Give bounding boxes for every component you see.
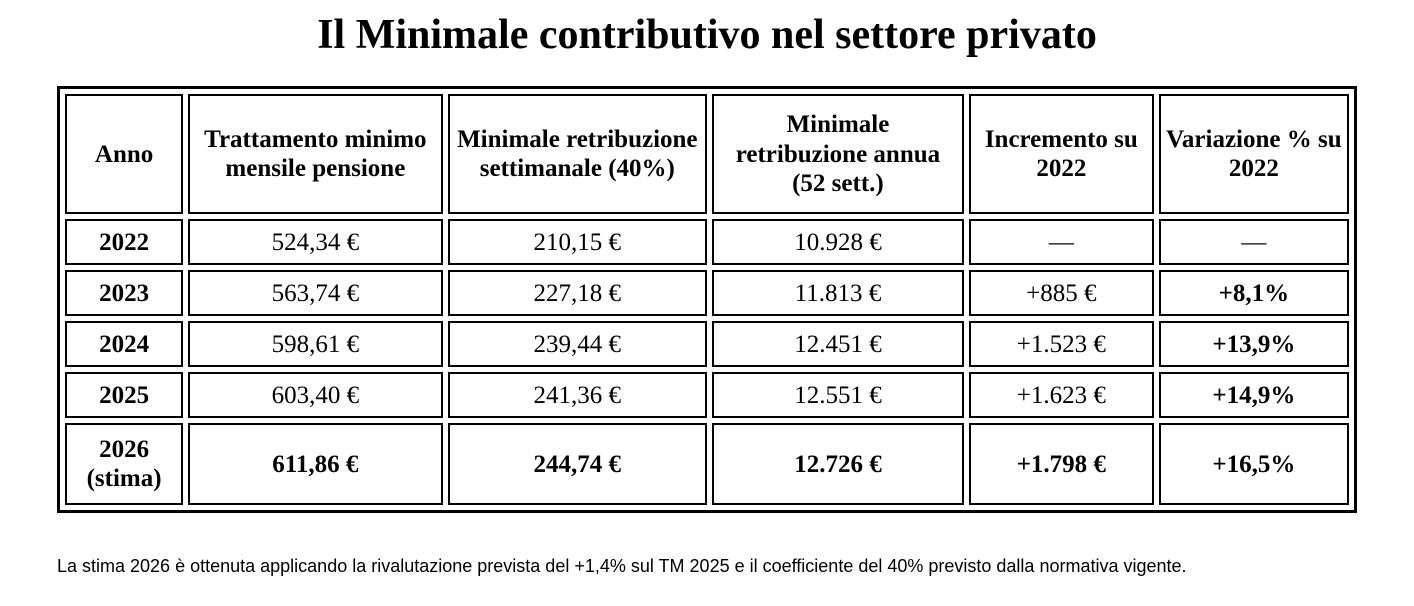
cell-min-annua: 12.451 €: [712, 321, 964, 368]
cell-min-annua: 12.551 €: [712, 372, 964, 419]
cell-min-settimanale: 210,15 €: [447, 219, 708, 266]
cell-min-annua: 10.928 €: [712, 219, 964, 266]
col-header-anno: Anno: [65, 94, 184, 215]
col-header-minimale-settimanale: Minimale retribuzione settimanale (40%): [447, 94, 708, 215]
cell-min-annua: 12.726 €: [712, 423, 964, 506]
cell-variazione: +13,9%: [1158, 321, 1349, 368]
contribution-minimum-table: Anno Trattamento minimo mensile pensione…: [57, 86, 1357, 514]
cell-min-settimanale: 244,74 €: [447, 423, 708, 506]
cell-tm-mensile: 563,74 €: [188, 270, 443, 317]
cell-min-settimanale: 241,36 €: [447, 372, 708, 419]
table-row-2026-stima: 2026 (stima) 611,86 € 244,74 € 12.726 € …: [65, 423, 1349, 506]
col-header-minimale-annua: Minimale retribuzione annua (52 sett.): [712, 94, 964, 215]
cell-tm-mensile: 524,34 €: [188, 219, 443, 266]
cell-incremento: +1.798 €: [968, 423, 1154, 506]
cell-anno: 2022: [65, 219, 184, 266]
cell-incremento: +1.523 €: [968, 321, 1154, 368]
table-row-2025: 2025 603,40 € 241,36 € 12.551 € +1.623 €…: [65, 372, 1349, 419]
cell-anno: 2023: [65, 270, 184, 317]
col-header-trattamento-minimo: Trattamento minimo mensile pensione: [188, 94, 443, 215]
cell-incremento: +1.623 €: [968, 372, 1154, 419]
footnote: La stima 2026 è ottenuta applicando la r…: [57, 556, 1187, 577]
col-header-incremento: Incremento su 2022: [968, 94, 1154, 215]
header-row: Anno Trattamento minimo mensile pensione…: [65, 94, 1349, 215]
cell-min-settimanale: 227,18 €: [447, 270, 708, 317]
page-title: Il Minimale contributivo nel settore pri…: [317, 12, 1097, 58]
cell-tm-mensile: 598,61 €: [188, 321, 443, 368]
cell-min-settimanale: 239,44 €: [447, 321, 708, 368]
col-header-variazione: Variazione % su 2022: [1158, 94, 1349, 215]
cell-variazione: —: [1158, 219, 1349, 266]
cell-variazione: +8,1%: [1158, 270, 1349, 317]
cell-min-annua: 11.813 €: [712, 270, 964, 317]
table-row-2024: 2024 598,61 € 239,44 € 12.451 € +1.523 €…: [65, 321, 1349, 368]
cell-anno: 2024: [65, 321, 184, 368]
cell-anno: 2026 (stima): [65, 423, 184, 506]
cell-tm-mensile: 611,86 €: [188, 423, 443, 506]
cell-incremento: +885 €: [968, 270, 1154, 317]
cell-incremento: —: [968, 219, 1154, 266]
cell-variazione: +14,9%: [1158, 372, 1349, 419]
page: Il Minimale contributivo nel settore pri…: [0, 10, 1414, 606]
cell-variazione: +16,5%: [1158, 423, 1349, 506]
cell-anno: 2025: [65, 372, 184, 419]
cell-tm-mensile: 603,40 €: [188, 372, 443, 419]
table-row-2023: 2023 563,74 € 227,18 € 11.813 € +885 € +…: [65, 270, 1349, 317]
table-row-2022: 2022 524,34 € 210,15 € 10.928 € — —: [65, 219, 1349, 266]
